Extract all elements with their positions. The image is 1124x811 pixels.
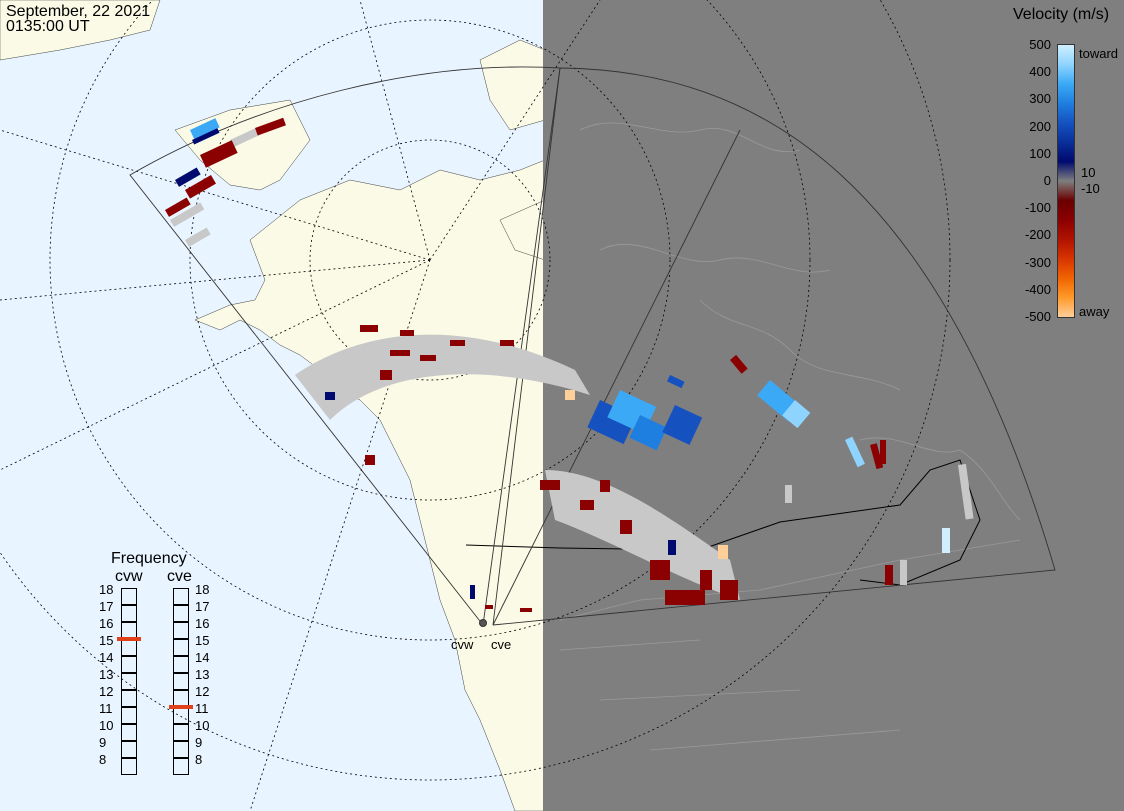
colorbar-tick-label: 0 (1043, 173, 1051, 188)
frequency-cell (121, 741, 137, 758)
night-coastlines (559, 122, 1021, 751)
frequency-scale-label: 17 (99, 599, 114, 614)
frequency-scale-label: 17 (195, 599, 210, 614)
frequency-radar-cve: cve (167, 568, 192, 585)
frequency-cell (173, 639, 189, 656)
frequency-cell (121, 605, 137, 622)
frequency-indicator (169, 705, 193, 709)
header-date: September, 22 2021 (6, 3, 151, 20)
frequency-cell (173, 588, 189, 605)
frequency-cell (121, 639, 137, 656)
colorbar (1057, 44, 1075, 318)
velocity-legend: Velocity (m/s) 500 400 300 200 100 0 -100 -200 -… (1005, 4, 1120, 324)
neg-min-label: -10 (1081, 181, 1100, 196)
colorbar-tick-label: 400 (1029, 64, 1051, 80)
frequency-cell (173, 673, 189, 690)
frequency-scale-label: 15 (195, 633, 210, 648)
frequency-scale-label: 16 (99, 616, 114, 631)
frequency-cell (173, 724, 189, 741)
frequency-scale-label: 18 (195, 582, 210, 597)
frequency-cell (173, 707, 189, 724)
frequency-cell (173, 758, 189, 775)
frequency-cell (121, 673, 137, 690)
frequency-cell (121, 588, 137, 605)
colorbar-tick-label: 500 (1029, 37, 1051, 52)
frequency-scale-label: 10 (195, 718, 210, 733)
colorbar-tick-label: -500 (1024, 309, 1051, 324)
colorbar-tick-label: 200 (1029, 118, 1051, 134)
radar-site-label-cvw: cvw (451, 637, 474, 652)
away-echoes (165, 117, 893, 612)
colorbar-tick-label: -300 (1024, 254, 1051, 270)
legend-title: Velocity (m/s) (1013, 6, 1110, 23)
frequency-cell (121, 724, 137, 741)
colorbar-tick-label: -200 (1024, 227, 1051, 243)
frequency-cell (173, 656, 189, 673)
colorbar-tick-label: -100 (1024, 200, 1051, 216)
frequency-scale-label: 16 (195, 616, 210, 631)
frequency-scale-label: 12 (195, 684, 210, 699)
frequency-scale-label: 11 (195, 701, 209, 716)
frequency-scale-label: 14 (195, 650, 210, 665)
radar-site-label-cve: cve (491, 637, 512, 652)
frequency-title: Frequency (111, 550, 187, 567)
frequency-cell (173, 605, 189, 622)
frequency-scale-label: 13 (99, 667, 114, 682)
toward-label: toward (1079, 46, 1119, 61)
frequency-cell (173, 622, 189, 639)
frequency-scale-label: 13 (195, 667, 210, 682)
radar-fov (129, 66, 1056, 626)
frequency-scale-label: 14 (99, 650, 114, 665)
frequency-cell (121, 656, 137, 673)
frequency-cell (121, 758, 137, 775)
frequency-scale-label: 15 (99, 633, 114, 648)
frequency-scale-label: 9 (195, 735, 203, 750)
frequency-cell (173, 741, 189, 758)
away-label: away (1079, 304, 1110, 319)
radar-site-marker (479, 619, 487, 627)
header-time: 0135:00 UT (6, 18, 90, 35)
frequency-scale-label: 11 (99, 701, 113, 716)
frequency-scale-label: 18 (99, 582, 114, 597)
toward-echoes (175, 118, 950, 599)
frequency-indicator (117, 637, 141, 641)
frequency-scale-label: 8 (195, 752, 203, 767)
colorbar-tick-label: 100 (1029, 145, 1051, 161)
frequency-cell (121, 690, 137, 707)
colorbar-tick-label: 300 (1029, 91, 1051, 107)
frequency-scale-label: 8 (99, 752, 107, 767)
frequency-panel: Frequency cvw cve 18 17 16 15 14 13 12 11 10 9 8 1… (85, 548, 225, 775)
frequency-cell (121, 707, 137, 724)
frequency-scale-label: 10 (99, 718, 114, 733)
frequency-scale-label: 9 (99, 735, 107, 750)
frequency-radar-cvw: cvw (115, 568, 143, 585)
pos-min-label: 10 (1081, 165, 1096, 180)
frequency-scale-label: 12 (99, 684, 114, 699)
colorbar-tick-label: -400 (1024, 281, 1051, 297)
